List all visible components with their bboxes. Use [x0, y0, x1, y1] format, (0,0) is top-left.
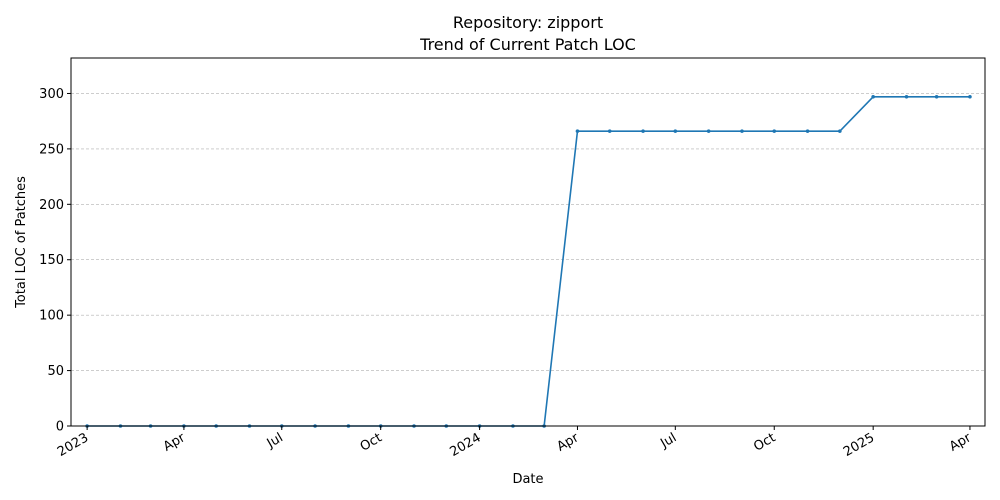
chart-title: Repository: zipport — [453, 13, 603, 32]
series-line — [87, 96, 970, 427]
x-tick-label: Jul — [264, 430, 286, 451]
x-axis-label: Date — [512, 472, 543, 487]
y-tick-label: 0 — [56, 420, 64, 435]
x-tick-label: Jul — [657, 430, 679, 451]
chart-subtitle: Trend of Current Patch LOC — [419, 35, 636, 54]
y-tick-label: 300 — [39, 87, 64, 102]
y-tick-label: 100 — [39, 309, 64, 324]
data-point — [871, 94, 875, 99]
series-layer — [85, 94, 972, 428]
data-point — [706, 129, 711, 133]
data-point — [838, 129, 842, 133]
y-tick-label: 150 — [39, 253, 64, 268]
data-point — [934, 94, 939, 99]
data-point — [772, 129, 777, 133]
x-tick-label: Apr — [554, 430, 582, 455]
data-point — [968, 94, 972, 99]
x-tick-label: 2023 — [55, 430, 91, 460]
x-tick-label: Oct — [358, 430, 385, 454]
x-tick-label: Apr — [161, 430, 189, 455]
y-tick-label: 250 — [39, 142, 64, 157]
y-tick-label: 200 — [39, 198, 64, 213]
x-tick-label: Oct — [751, 430, 778, 454]
x-tick-label: Apr — [947, 430, 975, 455]
data-point — [575, 129, 580, 133]
data-point — [607, 129, 612, 133]
y-axis-ticks: 0 50 100 150 200 250 300 — [39, 87, 71, 435]
grid-lines — [71, 93, 985, 427]
x-tick-label: 2024 — [447, 430, 483, 460]
y-tick-label: 50 — [47, 364, 64, 379]
y-axis-label: Total LOC of Patches — [14, 176, 29, 309]
data-point — [673, 129, 678, 133]
x-tick-label: 2025 — [841, 430, 877, 460]
data-point — [904, 94, 909, 99]
data-point — [805, 129, 810, 133]
data-point — [641, 129, 645, 133]
x-axis-ticks: 2023 Apr Jul Oct 2024 Apr Jul Oct 2025 Apr — [55, 426, 975, 460]
data-point — [740, 129, 744, 133]
plot-frame — [70, 57, 986, 427]
